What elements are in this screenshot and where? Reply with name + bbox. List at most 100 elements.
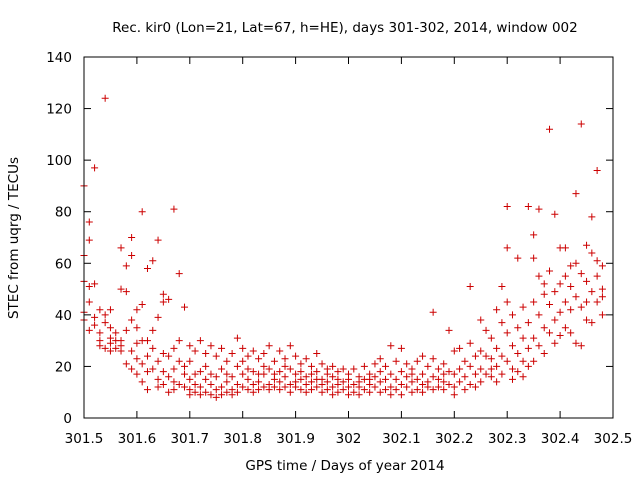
data-point-marker	[461, 373, 469, 381]
y-tick-label: 60	[55, 256, 72, 272]
data-point-marker	[546, 267, 554, 275]
x-tick-label: 301.7	[170, 431, 209, 447]
data-point-marker	[572, 259, 580, 267]
y-axis-label: STEC from uqrg / TECUs	[6, 157, 22, 319]
data-point-marker	[546, 125, 554, 133]
data-point-marker	[117, 285, 125, 293]
data-point-marker	[408, 388, 416, 396]
data-point-marker	[392, 357, 400, 365]
x-tick-label: 302	[336, 431, 362, 447]
data-point-marker	[318, 380, 326, 388]
data-point-marker	[233, 334, 241, 342]
data-point-marker	[514, 254, 522, 262]
data-point-marker	[212, 393, 220, 401]
data-point-marker	[281, 355, 289, 363]
data-point-marker	[122, 326, 130, 334]
data-point-marker	[593, 166, 601, 174]
data-point-marker	[143, 264, 151, 272]
data-point-marker	[477, 365, 485, 373]
data-point-marker	[556, 308, 564, 316]
data-point-marker	[508, 375, 516, 383]
data-point-marker	[318, 388, 326, 396]
data-point-marker	[387, 383, 395, 391]
data-point-marker	[170, 378, 178, 386]
data-point-marker	[382, 375, 390, 383]
data-point-marker	[265, 386, 273, 394]
data-point-marker	[329, 383, 337, 391]
data-point-marker	[202, 350, 210, 358]
data-point-marker	[196, 383, 204, 391]
data-point-marker	[466, 339, 474, 347]
data-point-marker	[165, 373, 173, 381]
data-point-marker	[149, 344, 157, 352]
data-point-marker	[117, 347, 125, 355]
data-point-marker	[165, 388, 173, 396]
data-point-marker	[302, 388, 310, 396]
data-point-marker	[170, 386, 178, 394]
data-point-marker	[514, 324, 522, 332]
data-point-marker	[530, 334, 538, 342]
data-point-marker	[387, 342, 395, 350]
data-point-marker	[583, 241, 591, 249]
data-point-marker	[128, 252, 136, 260]
data-point-marker	[376, 388, 384, 396]
data-point-marker	[572, 339, 580, 347]
data-point-marker	[588, 288, 596, 296]
data-point-marker	[85, 298, 93, 306]
data-point-marker	[106, 324, 114, 332]
data-point-marker	[561, 272, 569, 280]
data-point-marker	[350, 380, 358, 388]
y-tick-label: 0	[63, 411, 72, 427]
data-point-marker	[583, 277, 591, 285]
data-point-marker	[276, 386, 284, 394]
data-point-marker	[588, 249, 596, 257]
data-point-marker	[419, 380, 427, 388]
data-point-marker	[223, 370, 231, 378]
data-point-marker	[577, 342, 585, 350]
data-point-marker	[159, 290, 167, 298]
data-point-marker	[503, 244, 511, 252]
data-point-marker	[546, 301, 554, 309]
data-point-marker	[524, 319, 532, 327]
data-point-marker	[128, 347, 136, 355]
data-point-marker	[149, 257, 157, 265]
data-point-marker	[249, 347, 257, 355]
data-point-marker	[540, 350, 548, 358]
data-point-marker	[186, 357, 194, 365]
data-point-marker	[313, 383, 321, 391]
data-point-marker	[371, 360, 379, 368]
data-point-marker	[419, 388, 427, 396]
data-point-marker	[440, 370, 448, 378]
data-point-marker	[297, 375, 305, 383]
data-point-marker	[593, 257, 601, 265]
data-point-marker	[429, 355, 437, 363]
data-point-marker	[413, 386, 421, 394]
data-point-marker	[260, 350, 268, 358]
data-point-marker	[466, 282, 474, 290]
data-point-marker	[339, 365, 347, 373]
x-axis-tick-labels: 301.5 301.6 301.7 301.8 301.9 302 302.1 302.2 30…	[65, 431, 633, 447]
data-point-marker	[487, 373, 495, 381]
data-point-marker	[122, 288, 130, 296]
data-point-marker	[143, 352, 151, 360]
data-point-marker	[186, 342, 194, 350]
data-point-marker	[165, 352, 173, 360]
data-point-marker	[329, 362, 337, 370]
data-point-marker	[133, 339, 141, 347]
data-point-marker	[212, 373, 220, 381]
data-point-marker	[413, 375, 421, 383]
data-point-marker	[302, 355, 310, 363]
data-point-marker	[244, 375, 252, 383]
data-point-marker	[297, 368, 305, 376]
data-point-marker	[551, 316, 559, 324]
data-point-marker	[419, 352, 427, 360]
data-point-marker	[112, 329, 120, 337]
data-point-marker	[392, 386, 400, 394]
data-point-marker	[350, 388, 358, 396]
data-point-marker	[514, 368, 522, 376]
data-point-marker	[239, 344, 247, 352]
data-point-marker	[91, 164, 99, 172]
x-tick-label: 301.8	[223, 431, 262, 447]
data-point-marker	[260, 383, 268, 391]
